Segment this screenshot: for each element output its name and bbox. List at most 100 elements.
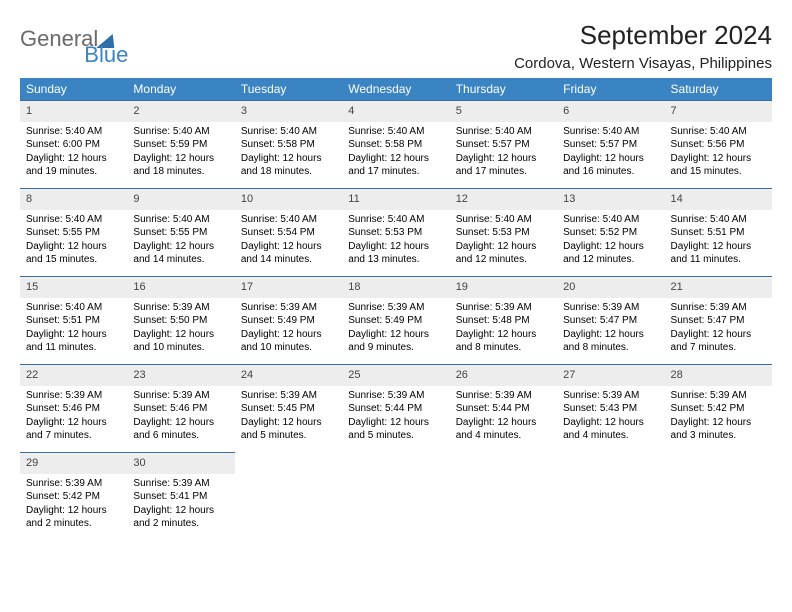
sunrise-time: 5:40 AM [710,214,747,225]
calendar-day-cell [235,452,342,540]
sunrise-time: 5:39 AM [65,390,102,401]
sunset-line: Sunset: 5:58 PM [241,138,336,152]
sunrise-line: Sunrise: 5:40 AM [563,213,658,227]
sunrise-line: Sunrise: 5:39 AM [563,301,658,315]
daylight-line: Daylight: 12 hours and 17 minutes. [348,152,443,179]
calendar-day-cell: 24Sunrise: 5:39 AMSunset: 5:45 PMDayligh… [235,364,342,452]
sunrise-time: 5:39 AM [65,478,102,489]
day-body: Sunrise: 5:40 AMSunset: 5:59 PMDaylight:… [127,122,234,183]
sunrise-time: 5:39 AM [173,302,210,313]
calendar-day-cell: 13Sunrise: 5:40 AMSunset: 5:52 PMDayligh… [557,188,664,276]
sunrise-time: 5:40 AM [173,126,210,137]
day-number: 11 [342,188,449,210]
daylight-line: Daylight: 12 hours and 14 minutes. [241,240,336,267]
calendar-day-cell: 17Sunrise: 5:39 AMSunset: 5:49 PMDayligh… [235,276,342,364]
day-number: 1 [20,100,127,122]
sunset-line: Sunset: 5:57 PM [563,138,658,152]
day-body: Sunrise: 5:39 AMSunset: 5:50 PMDaylight:… [127,298,234,359]
sunset-line: Sunset: 5:51 PM [26,314,121,328]
day-number: 7 [665,100,772,122]
calendar-day-cell: 7Sunrise: 5:40 AMSunset: 5:56 PMDaylight… [665,100,772,188]
sunset-time: 5:58 PM [278,139,315,150]
calendar-day-cell: 29Sunrise: 5:39 AMSunset: 5:42 PMDayligh… [20,452,127,540]
day-body: Sunrise: 5:39 AMSunset: 5:41 PMDaylight:… [127,474,234,535]
sunrise-time: 5:39 AM [280,302,317,313]
daylight-line: Daylight: 12 hours and 7 minutes. [26,416,121,443]
daylight-line: Daylight: 12 hours and 19 minutes. [26,152,121,179]
day-number: 24 [235,364,342,386]
daylight-line: Daylight: 12 hours and 4 minutes. [563,416,658,443]
sunset-line: Sunset: 5:46 PM [133,402,228,416]
day-number: 5 [450,100,557,122]
sunset-time: 6:00 PM [63,139,100,150]
day-number: 30 [127,452,234,474]
daylight-line: Daylight: 12 hours and 15 minutes. [671,152,766,179]
day-number: 25 [342,364,449,386]
calendar-week-row: 15Sunrise: 5:40 AMSunset: 5:51 PMDayligh… [20,276,772,364]
sunset-time: 5:48 PM [492,315,529,326]
sunset-time: 5:59 PM [170,139,207,150]
sunrise-line: Sunrise: 5:40 AM [456,213,551,227]
daylight-line: Daylight: 12 hours and 13 minutes. [348,240,443,267]
sunrise-line: Sunrise: 5:39 AM [26,389,121,403]
sunset-time: 5:43 PM [600,403,637,414]
sunset-line: Sunset: 5:51 PM [671,226,766,240]
day-body: Sunrise: 5:40 AMSunset: 5:57 PMDaylight:… [450,122,557,183]
sunset-line: Sunset: 5:53 PM [456,226,551,240]
calendar-day-cell: 19Sunrise: 5:39 AMSunset: 5:48 PMDayligh… [450,276,557,364]
sunset-time: 5:55 PM [63,227,100,238]
calendar-day-cell: 10Sunrise: 5:40 AMSunset: 5:54 PMDayligh… [235,188,342,276]
calendar-day-cell: 16Sunrise: 5:39 AMSunset: 5:50 PMDayligh… [127,276,234,364]
day-body: Sunrise: 5:39 AMSunset: 5:42 PMDaylight:… [20,474,127,535]
sunrise-time: 5:40 AM [280,214,317,225]
daylight-line: Daylight: 12 hours and 9 minutes. [348,328,443,355]
day-number: 28 [665,364,772,386]
sunset-line: Sunset: 5:47 PM [671,314,766,328]
weekday-header: Monday [127,78,234,100]
weekday-header: Wednesday [342,78,449,100]
weekday-header: Saturday [665,78,772,100]
daylight-line: Daylight: 12 hours and 6 minutes. [133,416,228,443]
calendar-week-row: 22Sunrise: 5:39 AMSunset: 5:46 PMDayligh… [20,364,772,452]
sunrise-line: Sunrise: 5:39 AM [456,389,551,403]
sunset-line: Sunset: 5:55 PM [26,226,121,240]
sunrise-time: 5:40 AM [495,214,532,225]
daylight-line: Daylight: 12 hours and 5 minutes. [348,416,443,443]
sunrise-line: Sunrise: 5:40 AM [348,125,443,139]
day-number: 4 [342,100,449,122]
daylight-line: Daylight: 12 hours and 11 minutes. [671,240,766,267]
day-number: 10 [235,188,342,210]
sunrise-time: 5:40 AM [388,126,425,137]
calendar-day-cell: 14Sunrise: 5:40 AMSunset: 5:51 PMDayligh… [665,188,772,276]
calendar-day-cell: 25Sunrise: 5:39 AMSunset: 5:44 PMDayligh… [342,364,449,452]
day-body: Sunrise: 5:40 AMSunset: 5:51 PMDaylight:… [665,210,772,271]
sunrise-line: Sunrise: 5:40 AM [241,125,336,139]
sunset-line: Sunset: 5:48 PM [456,314,551,328]
sunrise-line: Sunrise: 5:40 AM [133,213,228,227]
sunset-time: 5:53 PM [385,227,422,238]
sunrise-time: 5:40 AM [603,126,640,137]
day-number: 3 [235,100,342,122]
day-body: Sunrise: 5:39 AMSunset: 5:44 PMDaylight:… [450,386,557,447]
sunrise-line: Sunrise: 5:40 AM [133,125,228,139]
sunset-time: 5:52 PM [600,227,637,238]
sunrise-time: 5:39 AM [173,478,210,489]
daylight-line: Daylight: 12 hours and 4 minutes. [456,416,551,443]
day-body: Sunrise: 5:39 AMSunset: 5:49 PMDaylight:… [235,298,342,359]
sunrise-time: 5:40 AM [388,214,425,225]
sunrise-line: Sunrise: 5:39 AM [671,301,766,315]
sunset-time: 5:41 PM [170,491,207,502]
day-body: Sunrise: 5:39 AMSunset: 5:44 PMDaylight:… [342,386,449,447]
sunset-time: 5:55 PM [170,227,207,238]
sunset-time: 5:47 PM [600,315,637,326]
sunrise-time: 5:39 AM [710,390,747,401]
weekday-header: Sunday [20,78,127,100]
day-body: Sunrise: 5:40 AMSunset: 5:56 PMDaylight:… [665,122,772,183]
day-number: 14 [665,188,772,210]
sunset-line: Sunset: 5:49 PM [241,314,336,328]
calendar-day-cell: 9Sunrise: 5:40 AMSunset: 5:55 PMDaylight… [127,188,234,276]
sunrise-line: Sunrise: 5:39 AM [348,301,443,315]
day-number: 20 [557,276,664,298]
day-body: Sunrise: 5:39 AMSunset: 5:47 PMDaylight:… [557,298,664,359]
sunrise-line: Sunrise: 5:40 AM [348,213,443,227]
